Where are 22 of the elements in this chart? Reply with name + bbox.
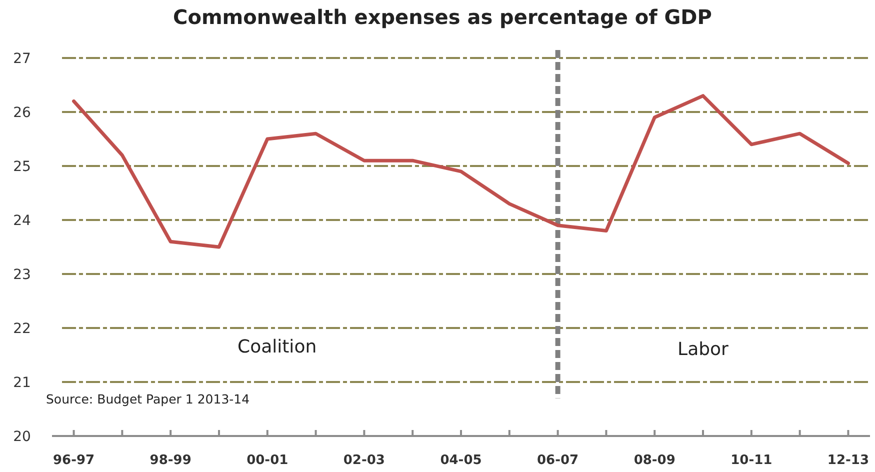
- x-tick-label: 02-03: [343, 453, 385, 468]
- y-tick-label: 25: [13, 159, 31, 175]
- annotation: Labor: [678, 339, 730, 360]
- y-tick-label: 23: [13, 267, 31, 283]
- y-tick-label: 20: [13, 429, 31, 445]
- x-tick-label: 10-11: [730, 453, 772, 468]
- y-tick-label: 27: [13, 51, 31, 67]
- y-tick-label: 21: [13, 375, 31, 391]
- x-tick-label: 00-01: [246, 453, 288, 468]
- x-tick-label: 08-09: [634, 453, 676, 468]
- y-tick-label: 24: [13, 213, 31, 229]
- x-tick-label: 04-05: [440, 453, 482, 468]
- x-tick-label: 12-13: [827, 453, 870, 468]
- y-tick-label: 22: [13, 321, 31, 337]
- x-tick-label: 98-99: [150, 453, 192, 468]
- annotation: Coalition: [238, 336, 317, 358]
- x-tick-label: 96-97: [52, 453, 95, 468]
- x-tick-label: 06-07: [537, 453, 579, 468]
- y-tick-label: 26: [13, 105, 31, 121]
- line-series: [72, 94, 850, 249]
- chart-title: Commonwealth expenses as percentage of GDP: [173, 5, 712, 29]
- annotation: Source: Budget Paper 1 2013-14: [46, 392, 250, 407]
